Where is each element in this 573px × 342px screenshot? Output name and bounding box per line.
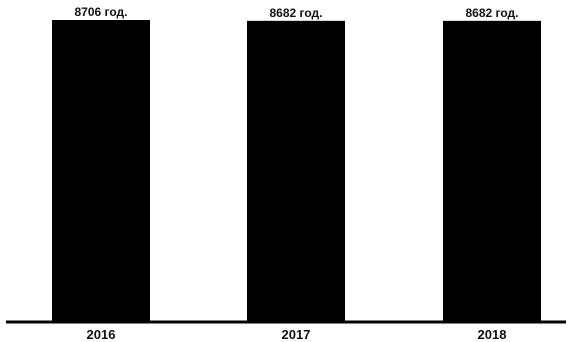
data-label-2017: 8682 год. — [270, 6, 323, 20]
data-labels-group: 8706 год. 8682 год. 8682 год. — [75, 5, 519, 20]
tick-label-2017: 2017 — [282, 327, 311, 342]
tick-label-2016: 2016 — [87, 327, 116, 342]
bar-2016 — [52, 20, 150, 321]
bar-2018 — [443, 20, 541, 321]
bars-group — [52, 20, 541, 321]
data-label-2018: 8682 год. — [466, 6, 519, 20]
data-label-2016: 8706 год. — [75, 5, 128, 19]
tick-label-2018: 2018 — [478, 327, 507, 342]
tick-labels-group: 2016 2017 2018 — [87, 327, 507, 342]
bar-2017 — [247, 20, 345, 321]
